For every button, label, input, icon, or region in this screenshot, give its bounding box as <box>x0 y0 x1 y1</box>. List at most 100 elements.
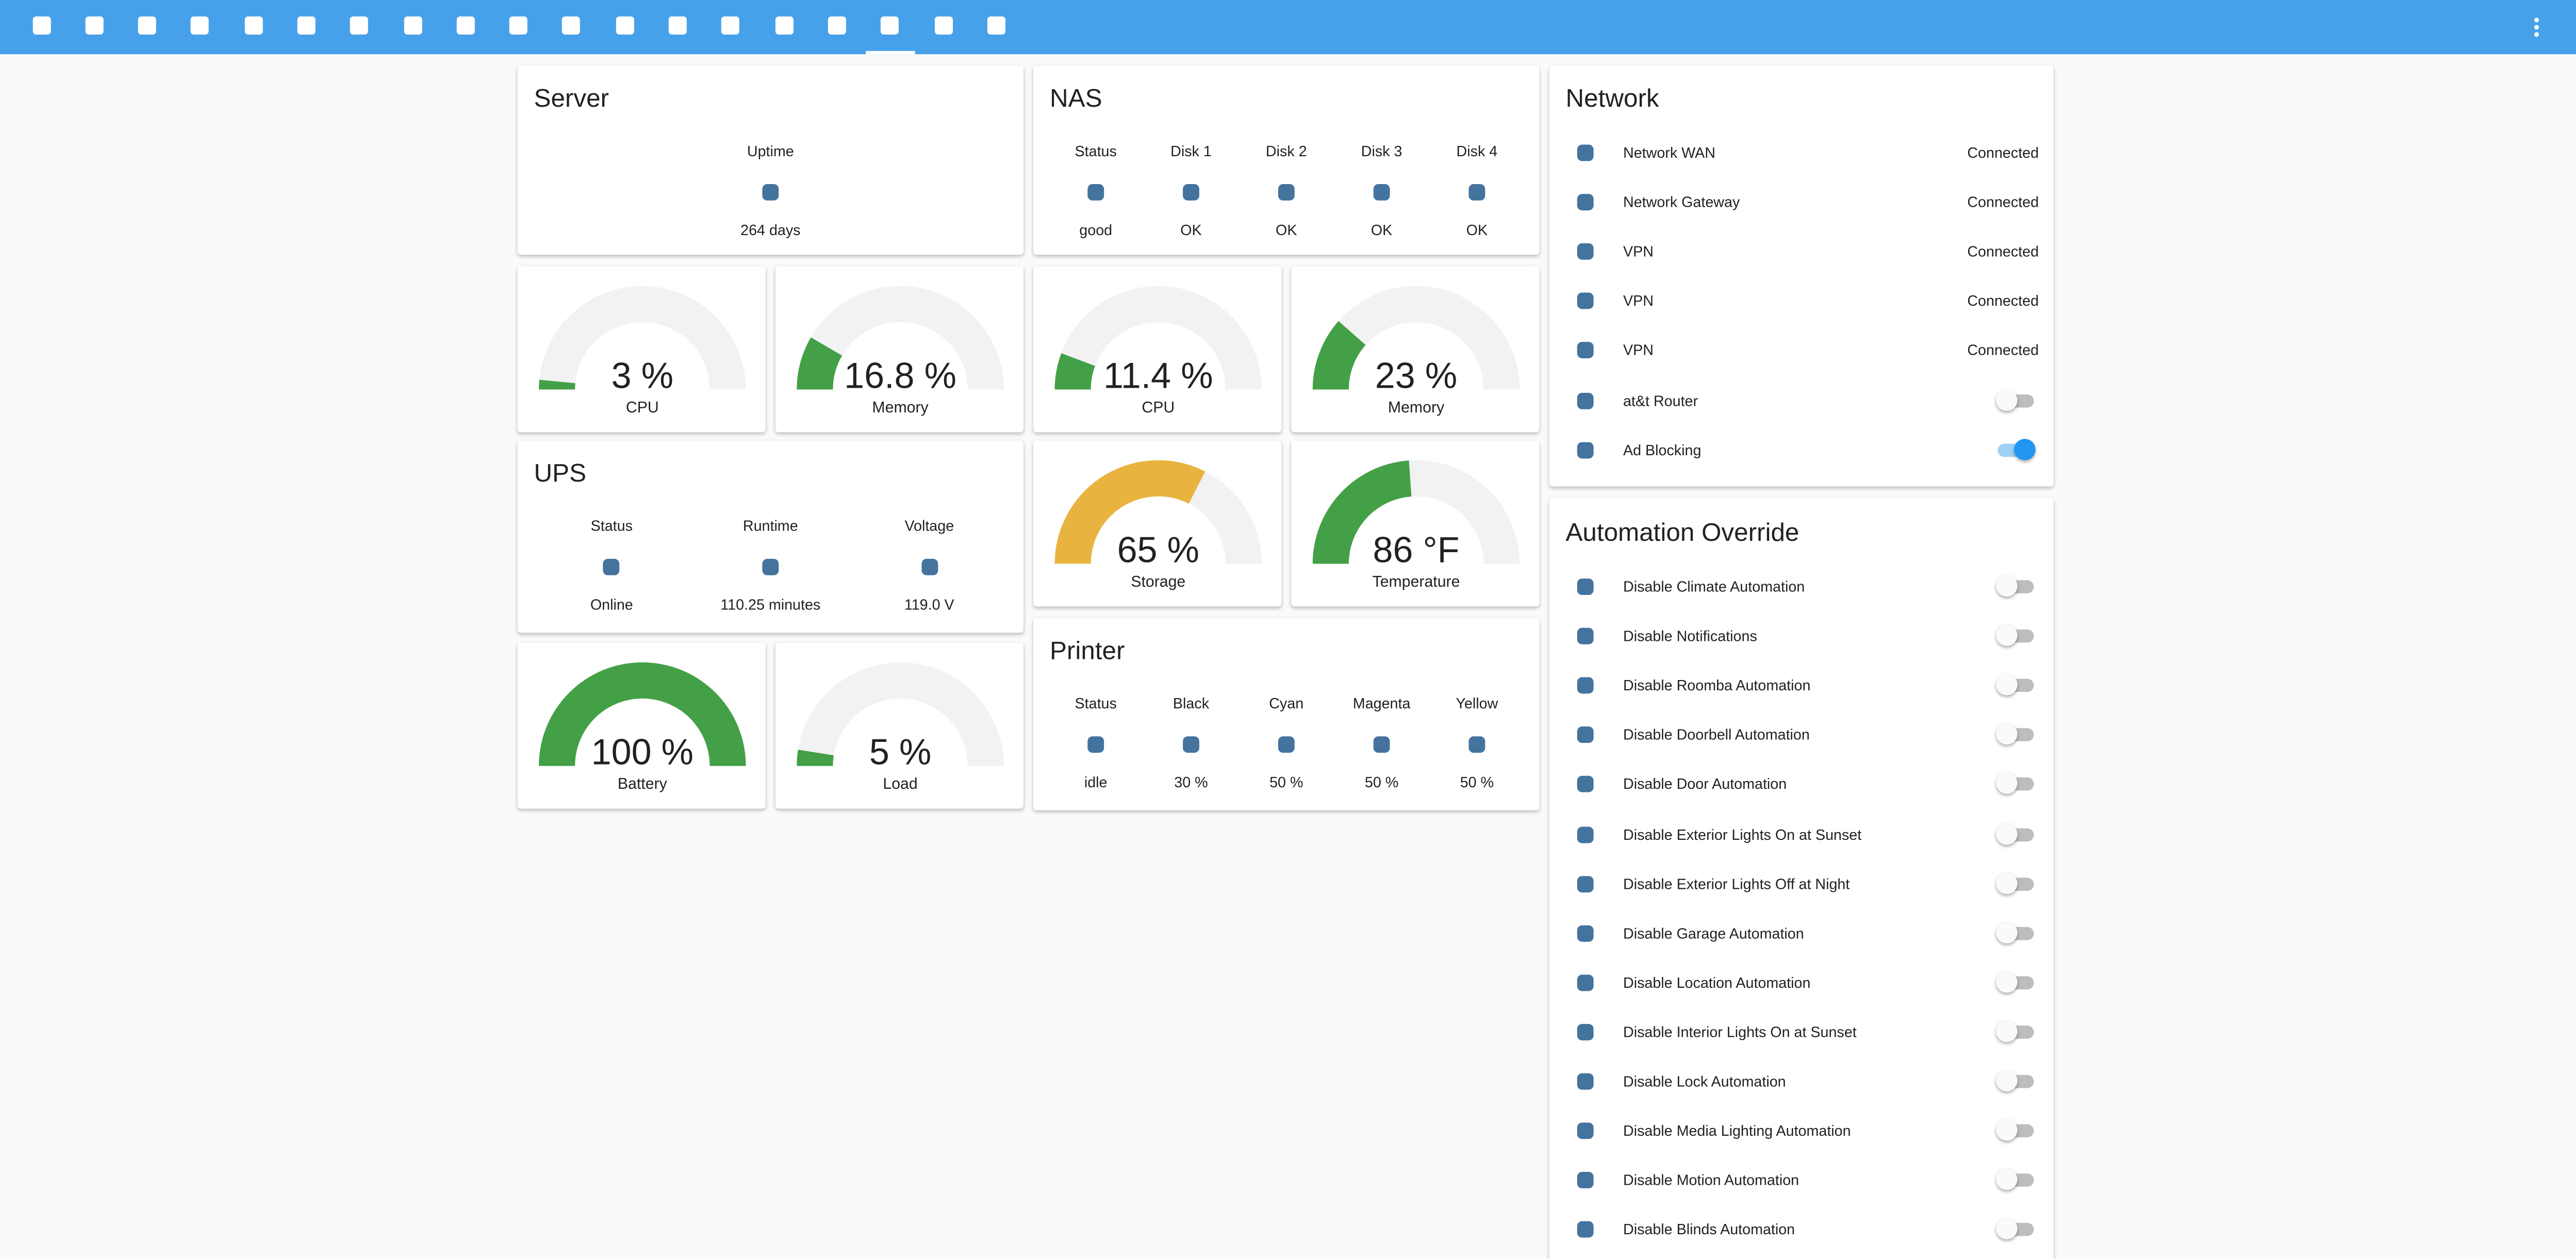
gauge-card: 23% Memory <box>1291 266 1540 433</box>
entity-value: 50 % <box>1460 774 1494 791</box>
gauge-unit: % <box>1181 355 1213 395</box>
entity-icon <box>1087 184 1104 201</box>
toggle[interactable] <box>1996 388 2034 410</box>
entity-value: 264 days <box>740 222 801 239</box>
nav-tab-icon[interactable] <box>934 16 952 35</box>
gauge-card: 16.8% Memory <box>775 266 1024 433</box>
gauge-card: 11.4% CPU <box>1033 266 1282 433</box>
nav-tab-icon[interactable] <box>880 16 898 35</box>
entity-row: Disable Exterior Lights Off at Night <box>1549 870 2054 897</box>
entity-label: Status <box>590 518 633 535</box>
entity-label: Disk 4 <box>1456 143 1498 160</box>
menu-button[interactable] <box>2533 16 2540 38</box>
nav-tab-icon[interactable] <box>456 16 474 35</box>
gauge: 65 % Storage <box>1054 460 1262 590</box>
nav-tab-icon[interactable] <box>85 16 103 35</box>
row-label: Disable Interior Lights On at Sunset <box>1623 1023 1857 1040</box>
automation-card: Automation Override Disable Climate Autom… <box>1549 498 2054 1259</box>
entity-row: Disable Doorbell Automation <box>1549 722 2054 748</box>
toggle[interactable] <box>1996 773 2034 795</box>
entity-value: 50 % <box>1364 774 1399 791</box>
toggle[interactable] <box>1996 1070 2034 1091</box>
nav-tab-icon[interactable] <box>349 16 368 35</box>
toggle[interactable] <box>1996 723 2034 746</box>
toggle-knob <box>1996 674 2018 696</box>
network-card: Network Network WAN Connected Network Gatew… <box>1549 65 2054 487</box>
gauge-bar <box>1312 321 1366 390</box>
gauge-name: Memory <box>1388 399 1445 416</box>
nav-tab-icon[interactable] <box>986 16 1005 35</box>
row-state: Connected <box>1967 144 2039 161</box>
row-icon <box>1577 924 1594 941</box>
toggle[interactable] <box>1996 822 2034 844</box>
card-title: Server <box>534 85 609 113</box>
nav-tab-icon[interactable] <box>615 16 634 35</box>
row-label: Disable Exterior Lights On at Sunset <box>1623 825 1862 842</box>
active-tab-underline <box>866 51 915 55</box>
nav-tab-icon[interactable] <box>32 16 51 35</box>
nav-tab-icon[interactable] <box>561 16 580 35</box>
toggle[interactable] <box>1996 624 2034 647</box>
gauge-track <box>539 286 746 390</box>
entity-label: Status <box>1075 695 1117 712</box>
entity-row: VPN Connected <box>1549 239 2054 265</box>
entity-label: Status <box>1075 143 1117 160</box>
entity: Disk 3 OK <box>1334 66 1429 255</box>
entity: Status idle <box>1048 618 1144 810</box>
toggle[interactable] <box>1996 674 2034 696</box>
nas-card: NAS Status good Disk 1 OK Disk 2 OK Disk 3 OK Dis… <box>1033 65 1540 255</box>
entity-icon <box>1278 184 1295 201</box>
nav-tab-icon[interactable] <box>827 16 846 35</box>
entity-row: Disable Exterior Lights On at Sunset <box>1549 821 2054 847</box>
entity-icon <box>1468 184 1485 201</box>
toggle-knob <box>1996 1070 2018 1091</box>
nav-tab-icon[interactable] <box>508 16 527 35</box>
gauge-unit: % <box>641 355 673 395</box>
nav-tab-icon[interactable] <box>774 16 793 35</box>
gauge-card: 65% Storage <box>1033 440 1282 607</box>
card-title: Network <box>1565 85 1659 113</box>
toggle[interactable] <box>1996 872 2034 893</box>
gauge-bar <box>1054 353 1095 390</box>
row-icon <box>1577 974 1594 991</box>
nav-tab-icon[interactable] <box>668 16 686 35</box>
entity-label: Cyan <box>1269 695 1304 712</box>
nav-tab-icon[interactable] <box>403 16 422 35</box>
gauge-value: 5 <box>869 732 889 772</box>
toggle[interactable] <box>1996 1020 2034 1042</box>
card-title: UPS <box>534 460 587 488</box>
nav-tab-icon[interactable] <box>296 16 315 35</box>
toggle-knob <box>1996 575 2018 597</box>
entity-icon <box>1183 184 1199 201</box>
row-state: Connected <box>1967 194 2039 211</box>
gauge-name: CPU <box>1142 399 1175 416</box>
nav-tab-icon[interactable] <box>190 16 208 35</box>
entity-label: Voltage <box>904 518 954 535</box>
toggle[interactable] <box>1996 1169 2034 1190</box>
gauge-value: 100 <box>591 732 652 772</box>
toggle[interactable] <box>1996 575 2034 597</box>
row-icon <box>1577 875 1594 892</box>
gauge-name: Temperature <box>1373 573 1460 590</box>
entity-row: Disable Notifications <box>1549 623 2054 650</box>
toggle-knob <box>1996 624 2018 647</box>
toggle[interactable] <box>1997 438 2036 460</box>
row-icon <box>1577 342 1594 359</box>
entity-value: 119.0 V <box>904 597 954 614</box>
nav-tab-icon[interactable] <box>137 16 156 35</box>
nav-tab-icon[interactable] <box>244 16 262 35</box>
toggle[interactable] <box>1996 971 2034 992</box>
nav-tab-icon[interactable] <box>720 16 739 35</box>
entity-value: good <box>1079 222 1113 239</box>
row-icon <box>1577 1221 1594 1238</box>
toggle[interactable] <box>1996 1218 2034 1240</box>
gauge-bar <box>539 379 575 390</box>
top-bar <box>0 0 2576 55</box>
entity-row: Network WAN Connected <box>1549 140 2054 166</box>
entity-icon <box>1183 736 1199 753</box>
toggle[interactable] <box>1996 1119 2034 1141</box>
toggle-knob <box>1996 773 2018 795</box>
toggle[interactable] <box>1996 921 2034 943</box>
card-title: NAS <box>1049 85 1102 113</box>
